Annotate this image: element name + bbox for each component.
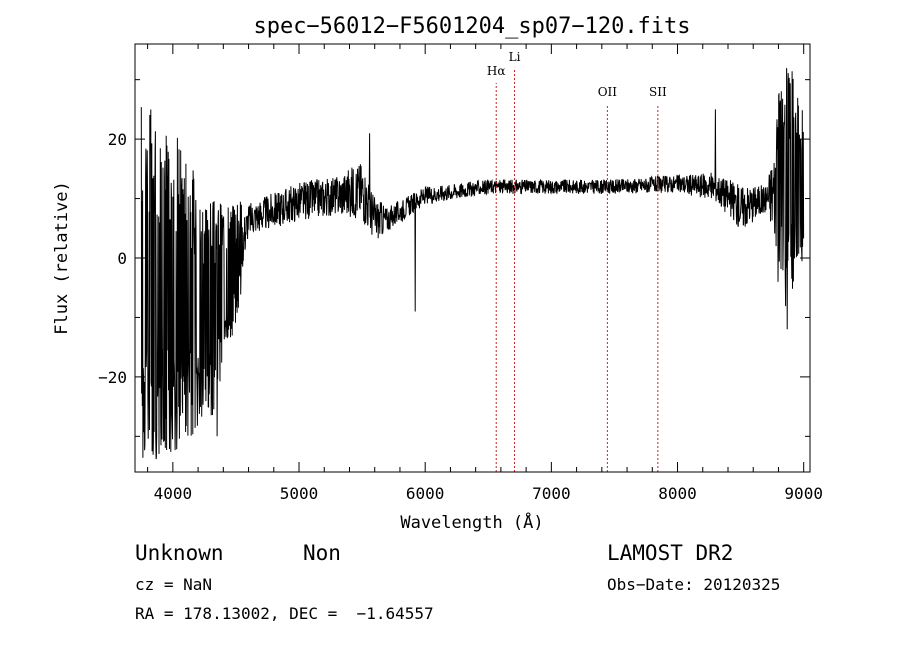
x-tick-label: 4000 [154,484,193,503]
spectral-line-label: Hα [487,64,506,78]
cz-readout: cz = NaN [135,575,212,594]
spectral-line-label: OII [598,85,618,99]
spectrum-layer [140,68,805,460]
plot-frame [134,43,811,473]
ticks-layer: 4000 5000 6000 7000 8000 9000 −20 0 20 [98,44,823,503]
spectrum-trace [140,68,805,460]
y-tick-label: 20 [108,130,127,149]
object-class: Unknown [135,541,224,565]
spectral-line-label: SII [649,85,667,99]
object-subclass: Non [303,541,341,565]
spectral-line-label: Li [509,50,521,64]
x-tick-label: 6000 [406,484,445,503]
x-tick-label: 7000 [532,484,571,503]
x-axis-label: Wavelength (Å) [400,511,543,533]
survey-name: LAMOST DR2 [607,541,733,565]
y-tick-label: 0 [117,249,127,268]
x-tick-label: 8000 [658,484,697,503]
x-tick-label: 9000 [784,484,823,503]
y-tick-label: −20 [98,368,127,387]
chart-title: spec−56012−F5601204_sp07−120.fits [253,14,690,39]
x-tick-label: 5000 [280,484,319,503]
radec-readout: RA = 178.13002, DEC = −1.64557 [135,604,434,623]
y-axis-label: Flux (relative) [52,181,72,335]
obs-date: Obs−Date: 20120325 [607,575,780,594]
